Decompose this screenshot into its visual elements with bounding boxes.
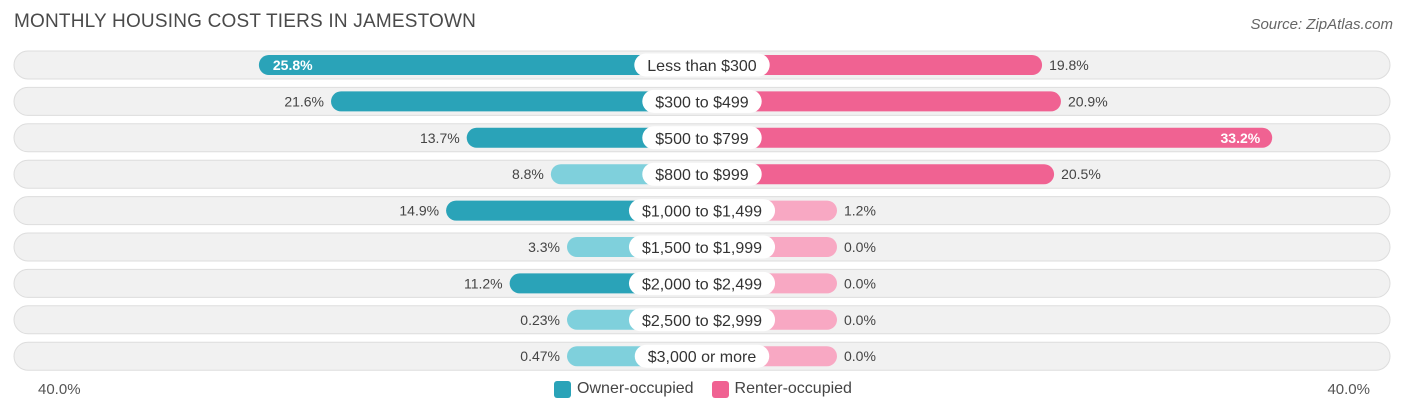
category-label: $2,500 to $2,999: [642, 313, 762, 330]
housing-cost-chart: 25.8% 19.8% Less than $300 21.6% 20.9% $300 t…: [13, 50, 1391, 371]
category-label: Less than $300: [647, 58, 757, 75]
owner-value-label: 3.3%: [528, 239, 560, 255]
renter-value-label: 0.0%: [844, 275, 876, 291]
category-pill: [642, 89, 762, 113]
owner-swatch: [554, 380, 572, 398]
renter-value-label: 1.2%: [844, 203, 876, 219]
owner-value-label: 25.8%: [273, 57, 313, 73]
legend-owner-label: Owner-occupied: [577, 380, 694, 397]
renter-value-label: 33.2%: [1221, 130, 1261, 146]
source-label: Source: ZipAtlas.com: [1250, 16, 1393, 33]
renter-value-label: 0.0%: [844, 239, 876, 255]
owner-value-label: 0.23%: [520, 312, 560, 328]
owner-bar: [466, 127, 702, 148]
renter-bar: [702, 55, 1043, 75]
category-label: $500 to $799: [655, 131, 749, 148]
renter-value-label: 20.5%: [1061, 166, 1101, 182]
legend-renter-label: Renter-occupied: [734, 380, 852, 397]
category-label: $1,000 to $1,499: [642, 204, 762, 221]
owner-value-label: 13.7%: [420, 130, 460, 146]
owner-value-label: 11.2%: [464, 275, 503, 291]
category-label: $300 to $499: [655, 94, 749, 111]
legend-owner: Owner-occupied: [554, 380, 694, 398]
category-pill: [642, 126, 762, 150]
renter-value-label: 0.0%: [844, 312, 876, 328]
legend-renter: Renter-occupied: [711, 380, 852, 398]
axis-label-left: 40.0%: [38, 381, 81, 398]
category-pill: [628, 235, 776, 259]
legend: Owner-occupied Renter-occupied: [0, 380, 1406, 398]
renter-bar: [702, 127, 1273, 148]
renter-value-label: 19.8%: [1049, 57, 1089, 73]
category-label: $1,500 to $1,999: [642, 240, 762, 257]
owner-value-label: 14.9%: [399, 203, 439, 219]
category-pill: [634, 344, 770, 368]
axis-label-right: 40.0%: [1327, 381, 1370, 398]
owner-bar: [331, 91, 702, 112]
owner-value-label: 8.8%: [512, 166, 544, 182]
category-pill: [628, 271, 776, 295]
owner-value-label: 21.6%: [284, 93, 324, 109]
category-pill: [628, 308, 776, 332]
category-label: $800 to $999: [655, 167, 749, 184]
renter-value-label: 20.9%: [1068, 93, 1108, 109]
renter-value-label: 0.0%: [844, 348, 876, 364]
category-pill: [634, 53, 770, 77]
owner-bar: [258, 55, 702, 75]
renter-bar: [702, 164, 1055, 185]
category-label: $3,000 or more: [648, 349, 757, 366]
owner-value-label: 0.47%: [520, 348, 560, 364]
renter-swatch: [711, 380, 729, 398]
category-label: $2,000 to $2,499: [642, 276, 762, 293]
renter-bar: [702, 91, 1061, 112]
category-pill: [642, 162, 762, 186]
chart-title: MONTHLY HOUSING COST TIERS IN JAMESTOWN: [14, 11, 477, 32]
category-pill: [628, 199, 776, 223]
